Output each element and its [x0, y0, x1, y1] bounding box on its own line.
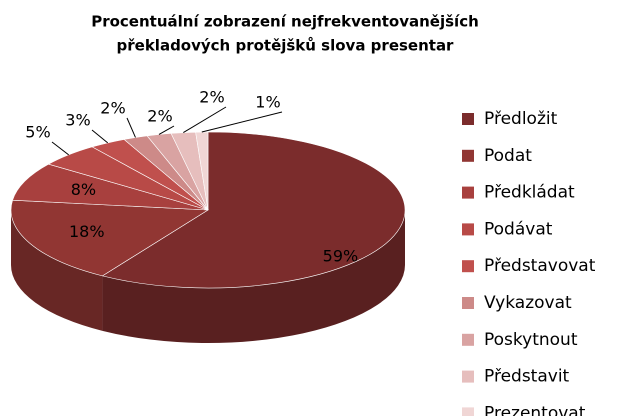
legend-label: Podávat [484, 219, 553, 239]
legend-swatch [462, 297, 474, 309]
pie-side [102, 210, 405, 344]
data-label: 59% [323, 247, 359, 266]
data-label: 8% [71, 180, 96, 199]
legend-swatch [462, 407, 474, 416]
legend-label: Předložit [484, 109, 558, 129]
legend-label: Podat [484, 146, 532, 166]
legend-label: Vykazovat [484, 293, 572, 313]
legend-swatch [462, 113, 474, 125]
legend-swatch [462, 223, 474, 236]
leader-line [126, 117, 136, 138]
legend-label: Představit [484, 367, 570, 387]
legend-swatch [462, 186, 474, 199]
chart-title: Procentuální zobrazení nejfrekventovaněj… [91, 13, 479, 31]
data-label: 3% [65, 111, 90, 130]
chart-title: překladových protějšků slova presentar [117, 37, 455, 55]
data-label: 5% [25, 123, 50, 142]
legend-swatch [462, 370, 474, 383]
data-label: 2% [147, 107, 172, 126]
data-label: 2% [100, 99, 125, 118]
pie-side [11, 210, 103, 331]
leader-line [183, 106, 227, 134]
pie-slice [101, 131, 406, 289]
leader-line [201, 111, 283, 133]
leader-line [158, 125, 175, 135]
pie-slice [195, 131, 209, 211]
legend-swatch [462, 333, 474, 346]
data-label: 2% [199, 88, 224, 107]
legend-label: Představovat [484, 256, 596, 276]
legend-label: Prezentovat [484, 403, 586, 416]
legend-swatch [462, 149, 474, 162]
leader-line [51, 141, 70, 156]
pie-slice [12, 163, 209, 211]
legend-label: Poskytnout [484, 330, 578, 350]
data-label: 18% [69, 222, 105, 241]
pie-slice [10, 199, 209, 277]
legend-label: Předkládat [484, 183, 575, 203]
leader-line [91, 129, 109, 144]
data-label: 1% [255, 93, 280, 112]
legend-swatch [462, 260, 474, 273]
